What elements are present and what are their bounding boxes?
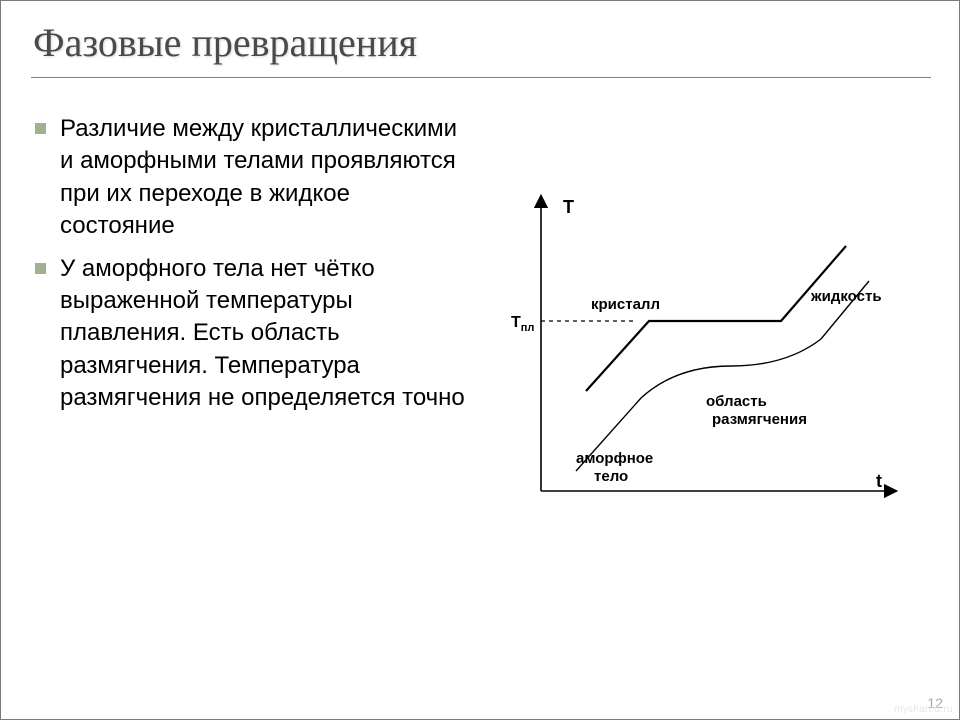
slide-title: Фазовые превращения (33, 19, 417, 66)
slide: Фазовые превращения Различие между крист… (0, 0, 960, 720)
title-underline (31, 77, 931, 78)
svg-text:T: T (563, 197, 574, 217)
svg-text:область: область (706, 393, 767, 410)
svg-text:размягчения: размягчения (712, 411, 807, 428)
watermark: myshared.ru (894, 704, 953, 715)
bullet-list: Различие между кристаллическими и аморфн… (35, 113, 465, 425)
svg-text:тело: тело (594, 468, 628, 485)
list-item: Различие между кристаллическими и аморфн… (35, 113, 465, 243)
bullet-text: Различие между кристаллическими и аморфн… (60, 113, 465, 243)
bullet-marker-icon (35, 263, 46, 274)
svg-text:аморфное: аморфное (576, 450, 653, 467)
svg-text:жидкость: жидкость (810, 288, 882, 305)
list-item: У аморфного тела нет чётко выраженной те… (35, 253, 465, 415)
phase-diagram: Tt Tпл кристалл жидкость аморфноетело область… (501, 191, 921, 521)
svg-text:t: t (876, 471, 882, 491)
svg-text:кристалл: кристалл (591, 296, 660, 313)
bullet-text: У аморфного тела нет чётко выраженной те… (60, 253, 465, 415)
chart-svg: Tt Tпл кристалл жидкость аморфноетело область… (501, 191, 921, 521)
bullet-marker-icon (35, 123, 46, 134)
svg-text:Tпл: Tпл (511, 314, 534, 334)
